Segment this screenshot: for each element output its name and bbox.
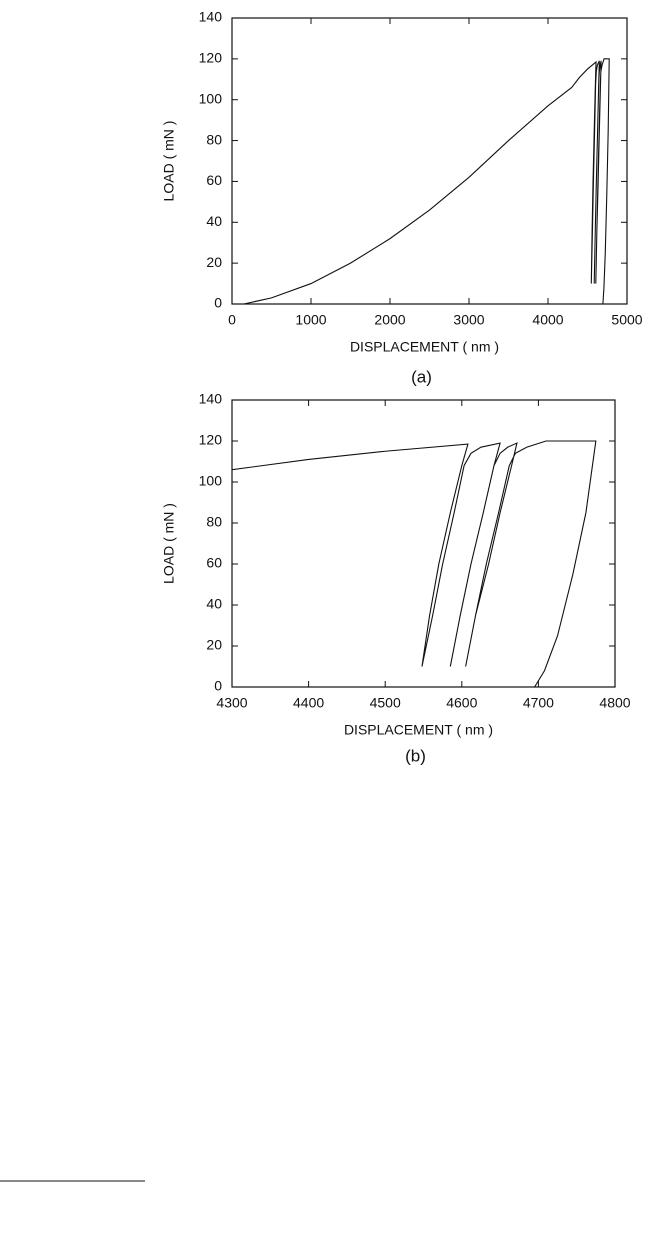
y-tick-label: 20: [206, 254, 222, 270]
x-tick-label: 5000: [611, 312, 642, 328]
x-tick-label: 4500: [370, 695, 401, 711]
x-axis-label: DISPLACEMENT ( nm ): [344, 722, 493, 738]
data-line: [243, 58, 610, 304]
caption: (b): [405, 746, 426, 765]
x-tick-label: 1000: [295, 312, 326, 328]
x-tick-label: 4000: [532, 312, 563, 328]
y-tick-label: 0: [214, 295, 222, 311]
y-tick-label: 60: [206, 555, 222, 571]
x-tick-label: 4700: [523, 695, 554, 711]
y-tick-label: 100: [199, 473, 223, 489]
y-axis-label: LOAD ( mN ): [161, 503, 177, 584]
y-tick-label: 80: [206, 514, 222, 530]
y-tick-label: 0: [214, 678, 222, 694]
y-tick-label: 60: [206, 172, 222, 188]
y-tick-label: 40: [206, 596, 222, 612]
x-tick-label: 3000: [453, 312, 484, 328]
data-line: [232, 440, 597, 687]
plot-frame: [231, 17, 628, 305]
y-tick-label: 80: [206, 131, 222, 147]
x-tick-label: 2000: [374, 312, 405, 328]
x-tick-label: 4800: [599, 695, 630, 711]
caption: (a): [411, 367, 432, 386]
y-tick-label: 140: [199, 391, 223, 407]
x-tick-label: 4400: [293, 695, 324, 711]
x-tick-label: 0: [228, 312, 236, 328]
x-tick-label: 4300: [216, 695, 247, 711]
y-tick-label: 120: [199, 50, 223, 66]
y-tick-label: 120: [199, 432, 223, 448]
y-tick-label: 40: [206, 213, 222, 229]
y-tick-label: 20: [206, 637, 222, 653]
x-tick-label: 4600: [446, 695, 477, 711]
x-axis-label: DISPLACEMENT ( nm ): [350, 339, 499, 355]
y-tick-label: 140: [199, 9, 223, 25]
y-tick-label: 100: [199, 90, 223, 106]
plot-frame: [231, 399, 616, 688]
y-axis-label: LOAD ( mN ): [161, 121, 177, 202]
